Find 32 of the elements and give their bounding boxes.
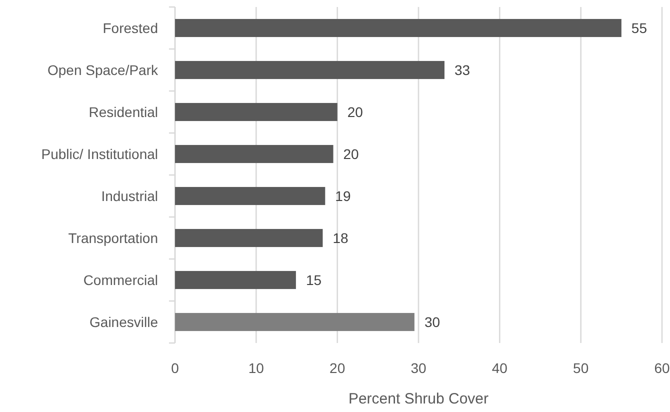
data-label: 15 (306, 272, 322, 288)
y-tick-label: Open Space/Park (47, 62, 159, 78)
y-tick-label: Gainesville (90, 314, 158, 330)
x-tick-label: 40 (492, 360, 508, 376)
bar (175, 270, 296, 290)
y-tick-label: Forested (102, 20, 158, 36)
y-tick-label: Commercial (83, 272, 158, 288)
data-label: 20 (343, 146, 360, 162)
x-tick-label: 30 (410, 360, 426, 376)
bar (175, 60, 444, 80)
x-tick-label: 10 (248, 360, 264, 376)
y-tick-label: Transportation (68, 230, 158, 246)
data-label: 30 (424, 314, 440, 330)
data-label: 18 (332, 230, 349, 246)
bar (175, 18, 622, 38)
bar (175, 312, 414, 332)
bar (175, 144, 334, 164)
data-label: 20 (347, 104, 364, 120)
data-label: 19 (335, 188, 351, 204)
x-tick-label: 20 (330, 360, 346, 376)
x-tick-label: 50 (573, 360, 589, 376)
data-label: 33 (454, 62, 470, 78)
y-tick-label: Residential (88, 104, 158, 120)
y-tick-label: Public/ Institutional (41, 146, 158, 162)
y-tick-label: Industrial (101, 188, 158, 204)
x-tick-label: 0 (171, 360, 180, 376)
bar (175, 228, 323, 248)
bar (175, 186, 326, 206)
bar (175, 102, 338, 122)
data-label: 55 (631, 20, 648, 36)
x-tick-label: 60 (654, 360, 670, 376)
x-axis-title: Percent Shrub Cover (348, 390, 489, 408)
